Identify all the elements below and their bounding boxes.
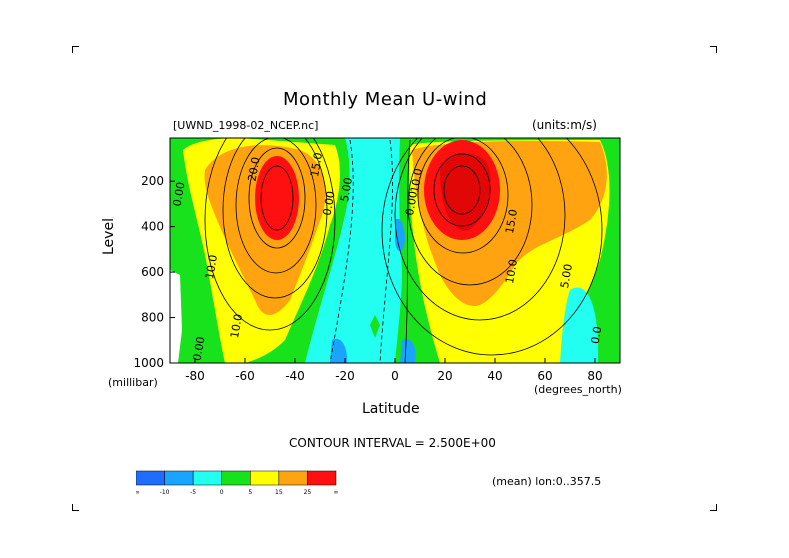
colorbar-tick-label: -∞ (136, 489, 140, 496)
y-axis-ticks: 200 400 600 800 1000 (133, 174, 175, 370)
colorbar-swatch (192, 470, 222, 486)
x-tick-label: -20 (335, 369, 355, 383)
x-tick-label: 60 (537, 369, 552, 383)
crop-mark-bottom-right (710, 504, 717, 511)
fill-pocket-white-southwest (170, 270, 182, 363)
x-tick-label: -60 (235, 369, 255, 383)
x-axis-label: Latitude (362, 401, 420, 417)
colorbar-swatch (136, 470, 165, 486)
fill-pocket-blue-1 (395, 218, 405, 252)
colorbar-tick-label: 15 (275, 489, 283, 496)
y-tick-label: 200 (141, 174, 164, 188)
fill-band-north-jet-dark (440, 153, 491, 231)
contour-label: 20.0 (246, 156, 263, 182)
crop-mark-bottom-left (72, 504, 79, 511)
x-tick-label: 0 (391, 369, 399, 383)
x-tick-label: -40 (285, 369, 305, 383)
contour-label: 10.0 (203, 254, 220, 280)
y-axis-label: Level (101, 218, 117, 255)
y-tick-label: 1000 (133, 356, 164, 370)
average-note: (mean) lon:0..357.5 (492, 475, 602, 488)
y-tick-label: 600 (141, 265, 164, 279)
contour-label: 10.0 (408, 167, 425, 193)
colorbar-swatch (164, 470, 194, 486)
colorbar-tick-label: -5 (190, 489, 196, 496)
y-units-label: (millibar) (108, 376, 158, 389)
filled-contours (170, 138, 620, 363)
colorbar-swatch (278, 470, 308, 486)
colorbar-tick-label: 25 (304, 489, 312, 496)
colorbar-swatch (221, 470, 251, 486)
x-tick-label: 20 (437, 369, 452, 383)
x-axis-ticks: -80 -60 -40 -20 0 20 40 60 80 (185, 358, 603, 383)
colorbar-tick-label: 0 (220, 489, 224, 496)
units-label: (units:m/s) (532, 118, 597, 132)
dataset-label: [UWND_1998-02_NCEP.nc] (173, 119, 319, 132)
fill-pocket-blue-2 (330, 338, 348, 363)
colorbar-tick-label: ∞ (334, 489, 339, 496)
contour-label: 15.0 (503, 208, 520, 234)
contour-label: 0.00 (171, 181, 188, 207)
contour-interval-label: CONTOUR INTERVAL = 2.500E+00 (289, 436, 496, 450)
x-tick-label: -80 (185, 369, 205, 383)
colorbar-swatch (307, 470, 337, 486)
colorbar: -∞ -10 -5 0 5 15 25 ∞ (136, 470, 339, 496)
contour-lines (204, 138, 603, 363)
contour-label: 5.00 (558, 263, 575, 289)
crop-mark-top-left (72, 46, 79, 53)
fill-pocket-cyan-north (560, 287, 599, 363)
fill-pocket-green-small (370, 315, 380, 338)
x-tick-label: 80 (587, 369, 602, 383)
contour-labels: 20.0 15.00.00 5.000.0010.010.00.0010.00.00… (171, 151, 605, 361)
fill-band-south-jet-core (255, 156, 299, 240)
colorbar-swatch (250, 470, 280, 486)
contour-label: 10.0 (228, 313, 245, 339)
crop-mark-top-right (710, 46, 717, 53)
contour-label: 0.00 (321, 190, 338, 216)
chart-title: Monthly Mean U-wind (283, 89, 488, 110)
x-units-label: (degrees_north) (534, 383, 622, 396)
contour-label: 0.00 (191, 336, 208, 362)
colorbar-tick-label: -10 (160, 489, 170, 496)
contour-label: 0.00 (403, 190, 420, 216)
colorbar-tick-label: 5 (248, 489, 252, 496)
y-tick-label: 400 (141, 220, 164, 234)
fill-pocket-blue-3 (400, 338, 416, 363)
contour-label: 5.00 (338, 176, 355, 202)
contour-label: 15.0 (308, 151, 325, 177)
contour-label: 10.0 (503, 258, 520, 284)
y-tick-label: 800 (141, 311, 164, 325)
x-tick-label: 40 (487, 369, 502, 383)
contour-label: 0.0 (589, 325, 605, 344)
